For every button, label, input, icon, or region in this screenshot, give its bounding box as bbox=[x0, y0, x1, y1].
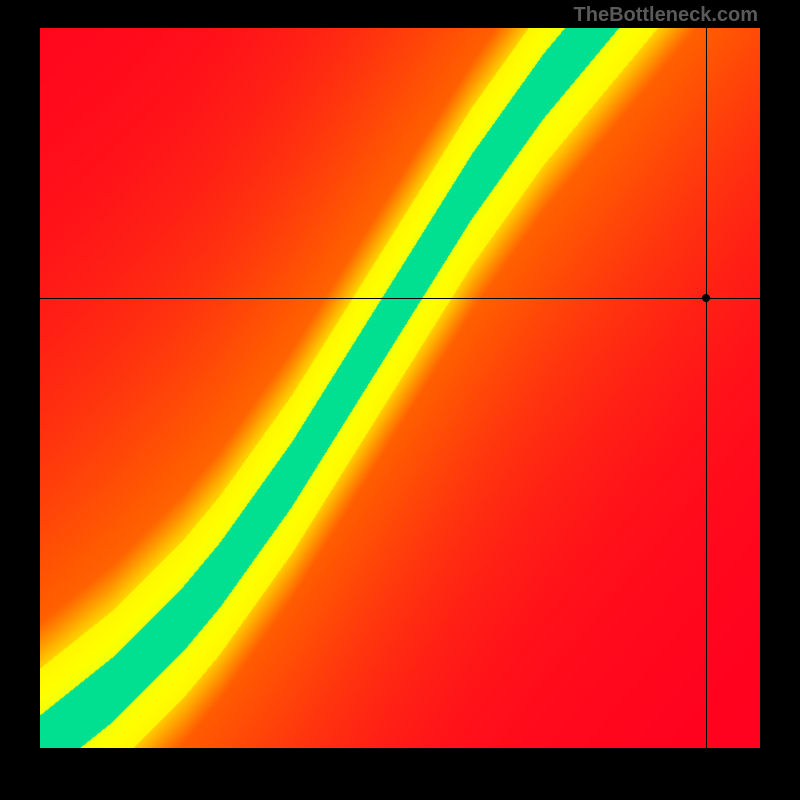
crosshair-horizontal bbox=[40, 298, 760, 299]
heatmap-canvas bbox=[40, 28, 760, 748]
heatmap-plot bbox=[40, 28, 760, 748]
crosshair-vertical bbox=[706, 28, 707, 748]
crosshair-marker-dot bbox=[702, 294, 710, 302]
watermark-text: TheBottleneck.com bbox=[574, 4, 758, 27]
